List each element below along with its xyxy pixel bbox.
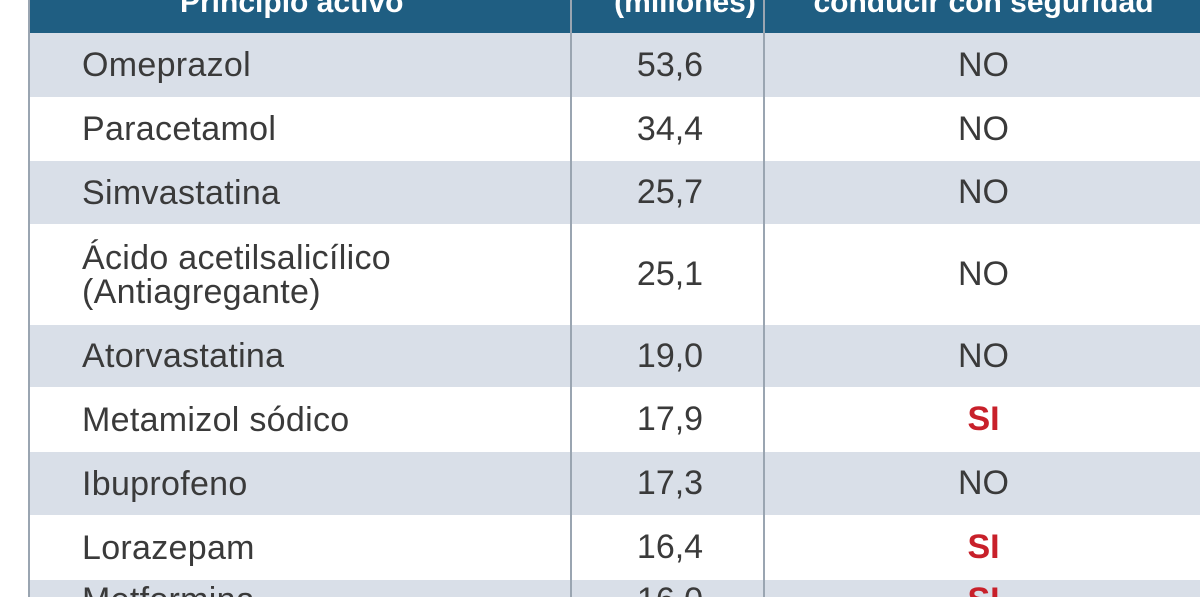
cell-millones: 17,3 (636, 464, 704, 502)
cell-conducir: SI (765, 516, 1200, 579)
cell-principio-activo: Paracetamol (82, 98, 562, 160)
table-row: Ibuprofeno 17,3 NO (30, 452, 1200, 515)
cell-conducir: NO (765, 98, 1200, 160)
answer-no: NO (958, 109, 1009, 148)
cell-conducir: SI (765, 580, 1200, 597)
cell-conducir: NO (765, 325, 1200, 387)
table-row: Ácido acetilsalicílico (Antiagregante) 25,… (30, 225, 1200, 324)
cell-conducir: NO (765, 161, 1200, 224)
drug-name: Metformina (82, 583, 255, 597)
table-row: Atorvastatina 19,0 NO (30, 325, 1200, 387)
cell-millones: 25,7 (636, 173, 704, 211)
cell-principio-activo: Metformina (82, 580, 562, 597)
cell-millones: 25,1 (636, 255, 704, 293)
answer-no: NO (958, 336, 1009, 375)
cell-millones: 16,0 (570, 580, 770, 597)
table-row: Metformina 16,0 SI (30, 580, 1200, 597)
header-conducir: conducir con seguridad (813, 0, 1154, 19)
table-row: Simvastatina 25,7 NO (30, 161, 1200, 224)
column-divider (570, 0, 572, 597)
cell-principio-activo: Ácido acetilsalicílico (Antiagregante) (82, 225, 562, 324)
cell-principio-activo: Metamizol sódico (82, 388, 562, 451)
answer-no: NO (958, 255, 1009, 293)
drug-name: Ibuprofeno (82, 464, 248, 503)
cell-conducir: NO (765, 225, 1200, 324)
drug-name: Metamizol sódico (82, 400, 350, 439)
table-row: Paracetamol 34,4 NO (30, 98, 1200, 160)
header-principio-activo: Principio activo (180, 0, 404, 19)
table-header: Principio activo (millones) conducir con… (30, 0, 1200, 33)
answer-no: NO (958, 45, 1009, 84)
table-row: Metamizol sódico 17,9 SI (30, 388, 1200, 451)
drug-name: Atorvastatina (82, 337, 285, 375)
cell-principio-activo: Simvastatina (82, 161, 562, 224)
cell-principio-activo: Ibuprofeno (82, 452, 562, 515)
drug-name: Paracetamol (82, 110, 277, 148)
column-divider (763, 0, 765, 597)
drug-name: Ácido acetilsalicílico (82, 238, 391, 277)
cell-millones: 17,9 (636, 400, 704, 438)
cell-conducir: NO (765, 33, 1200, 97)
cell-conducir: NO (765, 452, 1200, 515)
drug-name: Omeprazol (82, 46, 251, 84)
table-row: Lorazepam 16,4 SI (30, 516, 1200, 579)
cell-millones: 16,4 (636, 528, 704, 566)
answer-si: SI (967, 528, 1000, 566)
answer-si: SI (967, 581, 999, 597)
table-row: Omeprazol 53,6 NO (30, 33, 1200, 97)
answer-no: NO (958, 464, 1009, 502)
header-millones: (millones) (614, 0, 756, 19)
cell-conducir: SI (765, 388, 1200, 451)
cell-millones: 34,4 (636, 109, 704, 148)
drug-name: Lorazepam (82, 528, 255, 567)
cell-millones: 53,6 (636, 45, 704, 84)
drug-name: Simvastatina (82, 173, 281, 212)
drug-table: Principio activo (millones) conducir con… (28, 0, 1200, 597)
drug-name-subtitle: (Antiagregante) (82, 272, 321, 311)
cell-millones: 19,0 (636, 336, 704, 375)
cell-principio-activo: Lorazepam (82, 516, 562, 579)
cell-principio-activo: Atorvastatina (82, 325, 562, 387)
answer-no: NO (958, 173, 1009, 211)
cell-principio-activo: Omeprazol (82, 33, 562, 97)
answer-si: SI (967, 400, 1000, 438)
